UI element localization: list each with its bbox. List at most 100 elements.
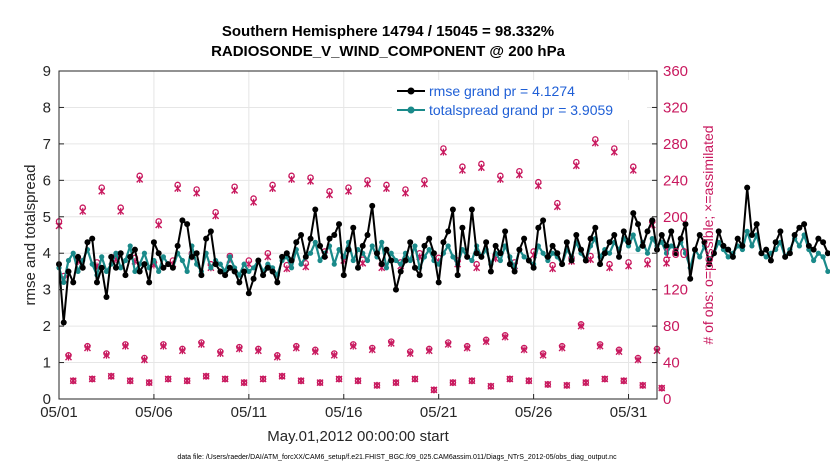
rmse-point — [383, 246, 390, 253]
rmse-point — [217, 268, 224, 275]
obs-assimilated-marker — [136, 175, 144, 183]
rmse-point — [331, 232, 338, 238]
rmse-point — [84, 239, 91, 246]
totalspread-point — [364, 257, 371, 264]
rmse-point — [260, 272, 267, 279]
legend: rmse grand pr = 4.1274 totalspread grand… — [392, 80, 647, 120]
obs-assimilated-marker — [174, 185, 182, 193]
rmse-point — [497, 250, 504, 257]
rmse-point — [117, 250, 124, 257]
obs-assimilated-marker — [387, 339, 395, 347]
rmse-point — [340, 272, 347, 279]
obs-assimilated-marker — [392, 379, 400, 387]
totalspread-point — [236, 272, 242, 278]
rmse-point — [777, 228, 784, 235]
rmse-point — [573, 232, 580, 238]
rmse-point — [89, 235, 96, 242]
rmse-point — [402, 257, 409, 264]
rmse-point — [392, 286, 399, 293]
obs-assimilated-marker — [515, 171, 523, 179]
rmse-point — [820, 239, 827, 246]
rmse-point — [521, 235, 528, 242]
rmse-point — [639, 242, 646, 249]
rmse-point — [350, 224, 357, 231]
obs-assimilated-marker — [288, 175, 296, 183]
totalspread-point — [89, 261, 95, 267]
rmse-point — [317, 242, 324, 249]
rmse-point — [298, 232, 305, 238]
obs-assimilated-marker — [202, 372, 210, 380]
obs-assimilated-marker — [382, 185, 390, 193]
y-right-tick-label: 160 — [663, 245, 688, 262]
obs-assimilated-marker — [98, 187, 106, 195]
rmse-point — [445, 228, 452, 235]
rmse-point — [682, 221, 689, 228]
rmse-point — [74, 253, 81, 260]
rmse-point — [226, 264, 233, 271]
obs-assimilated-marker — [69, 377, 77, 385]
totalspread-point — [250, 265, 257, 271]
obs-assimilated-marker — [473, 264, 481, 272]
rmse-point — [758, 250, 765, 257]
y-tick-label: 9 — [43, 63, 51, 80]
obs-assimilated-marker — [197, 340, 205, 348]
rmse-point — [796, 224, 803, 231]
totalspread-point — [369, 243, 375, 249]
plot-frame — [58, 70, 658, 400]
rmse-point — [302, 253, 309, 260]
legend-spread-marker — [407, 106, 415, 114]
rmse-point — [60, 319, 67, 326]
rmse-point — [359, 242, 366, 249]
rmse-point — [421, 242, 428, 249]
totalspread-point — [331, 261, 337, 267]
rmse-point — [131, 246, 138, 253]
rmse-point — [188, 253, 195, 260]
totalspread-point — [668, 243, 674, 249]
rmse-point — [198, 272, 205, 279]
obs-assimilated-marker — [615, 348, 623, 356]
rmse-point — [174, 242, 181, 249]
rmse-point — [616, 253, 623, 260]
totalspread-point — [763, 254, 769, 260]
legend-rmse-marker — [407, 87, 415, 95]
totalspread-point — [649, 236, 655, 242]
rmse-point — [592, 224, 599, 231]
rmse-point — [236, 279, 243, 286]
totalspread-point — [350, 257, 356, 264]
legend-rmse-label: rmse grand pr = 4.1274 — [429, 83, 575, 99]
obs-assimilated-marker — [254, 347, 262, 355]
obs-assimilated-marker — [145, 379, 153, 387]
obs-assimilated-marker — [639, 381, 647, 389]
totalspread-point — [682, 250, 689, 256]
obs-assimilated-marker — [240, 379, 248, 387]
rmse-point — [672, 250, 679, 257]
rmse-point — [150, 239, 157, 246]
y-axis-right-ticks: 0 40 80 120 160 200 240 280 320 360 — [652, 63, 688, 408]
rmse-point — [136, 268, 143, 275]
obs-assimilated-marker — [463, 344, 471, 352]
rmse-point — [601, 250, 608, 257]
obs-assimilated-marker — [212, 212, 220, 220]
legend-spread-label: totalspread grand pr = 3.9059 — [429, 102, 613, 118]
obs-assimilated-marker — [425, 347, 433, 355]
rmse-point — [720, 242, 727, 249]
rmse-point — [326, 235, 333, 242]
x-tick-label: 05/21 — [420, 404, 458, 421]
rmse-point — [663, 242, 670, 249]
totalspread-point — [217, 261, 223, 267]
totalspread-point — [388, 250, 394, 256]
rmse-point — [155, 250, 162, 257]
obs-assimilated-marker — [250, 198, 258, 206]
rmse-point — [355, 264, 361, 271]
totalspread-point — [744, 228, 750, 234]
y-right-tick-label: 240 — [663, 172, 688, 189]
rmse-point — [786, 250, 793, 257]
x-tick-label: 05/31 — [610, 404, 648, 421]
totalspread-point — [497, 257, 503, 264]
rmse-point — [65, 268, 72, 275]
totalspread-point — [127, 243, 133, 249]
obs-assimilated-marker — [335, 375, 343, 383]
rmse-point — [630, 210, 637, 217]
rmse-point — [748, 232, 755, 238]
rmse-point — [146, 279, 153, 286]
